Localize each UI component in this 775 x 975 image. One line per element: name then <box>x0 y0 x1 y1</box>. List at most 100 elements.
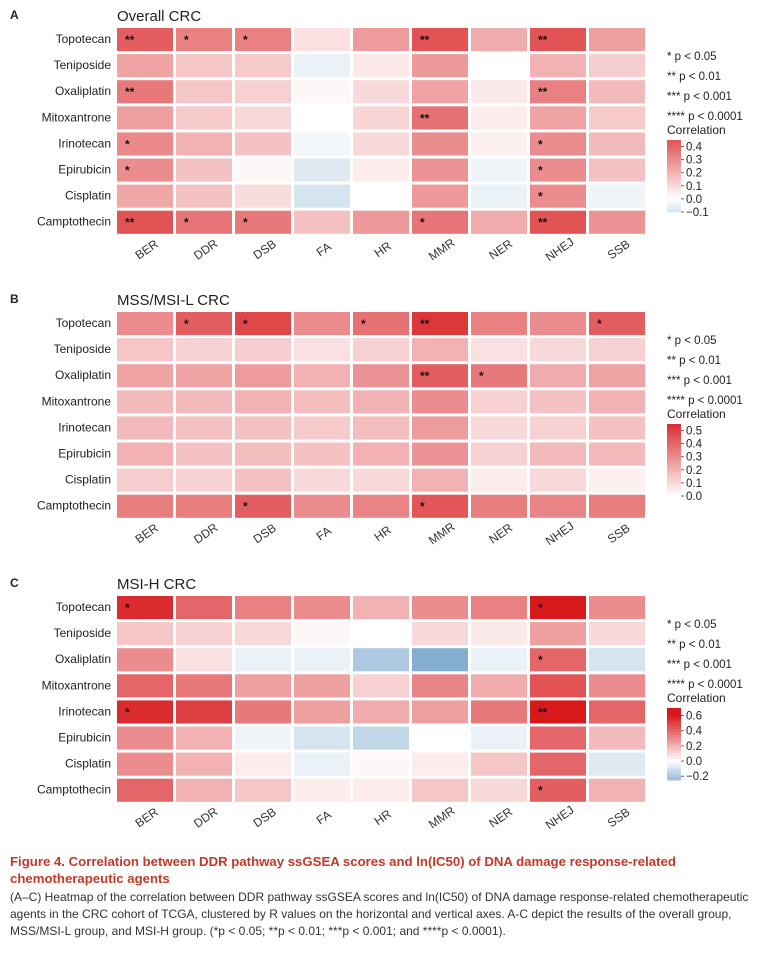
colorbar-segment <box>667 442 681 446</box>
heatmap-cell <box>353 416 409 440</box>
colorbar-segment <box>667 206 681 210</box>
column-label: BER <box>133 521 162 547</box>
colorbar-segment <box>667 708 681 712</box>
column-label: DSB <box>251 237 279 263</box>
heatmap-cell <box>471 648 527 672</box>
heatmap-cell <box>176 390 232 414</box>
significance-mark: ** <box>538 705 548 719</box>
colorbar-segment <box>667 454 681 458</box>
colorbar-segment <box>667 155 681 159</box>
colorbar-tick-label: −0.2 <box>686 771 709 783</box>
colorbar-segment <box>667 176 681 180</box>
heatmap-cell <box>294 338 350 362</box>
significance-mark: * <box>125 705 130 719</box>
heatmap-cell <box>353 312 409 336</box>
colorbar-tick-label: 0.0 <box>686 491 702 503</box>
colorbar-tick-label: 0.2 <box>686 465 702 477</box>
row-label: Camptothecin <box>37 499 111 513</box>
heatmap-cell <box>412 312 468 336</box>
significance-mark: * <box>538 190 543 204</box>
colorbar-segment <box>667 771 681 775</box>
heatmap-cell <box>471 700 527 724</box>
heatmap-cell <box>412 648 468 672</box>
heatmap-cell <box>412 752 468 776</box>
heatmap-cell <box>471 210 527 234</box>
colorbar-segment <box>667 747 681 751</box>
heatmap-cell <box>589 596 645 620</box>
heatmap-cell <box>235 80 291 104</box>
heatmap-cell <box>353 106 409 130</box>
heatmap-cell <box>294 390 350 414</box>
colorbar-tick-label: 0.6 <box>686 711 702 723</box>
caption-title: Figure 4. Correlation between DDR pathwa… <box>10 854 676 886</box>
row-label: Camptothecin <box>37 215 111 229</box>
heatmap-cell <box>412 778 468 802</box>
heatmap-cell <box>530 700 586 724</box>
heatmap-cell <box>235 28 291 52</box>
colorbar-segment <box>667 140 681 144</box>
colorbar-segment <box>667 762 681 766</box>
heatmap-cell <box>589 80 645 104</box>
heatmap-cell <box>235 312 291 336</box>
heatmap-cell <box>589 184 645 208</box>
colorbar-segment <box>667 487 681 491</box>
heatmap-cell <box>412 700 468 724</box>
significance-mark: * <box>538 137 543 151</box>
colorbar-tick-label: 0.4 <box>686 726 703 738</box>
colorbar-title: Correlation <box>667 407 726 421</box>
heatmap-cell <box>235 132 291 156</box>
colorbar-segment <box>667 448 681 452</box>
colorbar-segment <box>667 200 681 204</box>
significance-legend-item: * p < 0.05 <box>667 335 717 347</box>
significance-legend-item: ** p < 0.01 <box>667 355 721 367</box>
heatmap-cell <box>530 494 586 518</box>
heatmap-cell <box>353 132 409 156</box>
colorbar-segment <box>667 167 681 171</box>
heatmap-cell <box>176 106 232 130</box>
heatmap-cell <box>294 312 350 336</box>
heatmap-cell <box>530 390 586 414</box>
heatmap-cell <box>530 158 586 182</box>
column-label: NHEJ <box>543 235 577 264</box>
colorbar-segment <box>667 475 681 479</box>
significance-mark: ** <box>538 85 548 99</box>
heatmap-cell <box>235 726 291 750</box>
significance-mark: * <box>243 33 248 47</box>
heatmap-cell <box>530 622 586 646</box>
heatmap-cell <box>353 364 409 388</box>
colorbar-segment <box>667 436 681 440</box>
heatmap-cell <box>471 726 527 750</box>
heatmap-cell <box>294 106 350 130</box>
significance-legend-item: ** p < 0.01 <box>667 71 721 83</box>
colorbar-segment <box>667 723 681 727</box>
heatmap-cell <box>353 468 409 492</box>
heatmap-cell <box>235 700 291 724</box>
colorbar-segment <box>667 173 681 177</box>
heatmap-cell <box>530 54 586 78</box>
heatmap-cell <box>235 416 291 440</box>
colorbar-segment <box>667 478 681 482</box>
heatmap-cell <box>176 674 232 698</box>
heatmap-cell <box>235 468 291 492</box>
colorbar-segment <box>667 765 681 769</box>
heatmap-cell <box>471 132 527 156</box>
heatmap-cell <box>530 442 586 466</box>
heatmap-cell <box>530 338 586 362</box>
heatmap-cell <box>235 494 291 518</box>
panel-label: C <box>10 576 19 590</box>
heatmap-cell <box>176 622 232 646</box>
heatmap-cell <box>589 390 645 414</box>
colorbar-segment <box>667 717 681 721</box>
heatmap-cell <box>412 80 468 104</box>
row-label: Epirubicin <box>58 731 111 745</box>
significance-mark: * <box>184 317 189 331</box>
heatmap-cell <box>353 648 409 672</box>
heatmap-cell <box>176 54 232 78</box>
heatmap-cell <box>471 158 527 182</box>
heatmap-cell <box>530 28 586 52</box>
significance-mark: ** <box>420 369 430 383</box>
heatmap-cell <box>353 28 409 52</box>
heatmap-cell <box>471 622 527 646</box>
heatmap-cell <box>294 80 350 104</box>
heatmap-cell <box>235 106 291 130</box>
